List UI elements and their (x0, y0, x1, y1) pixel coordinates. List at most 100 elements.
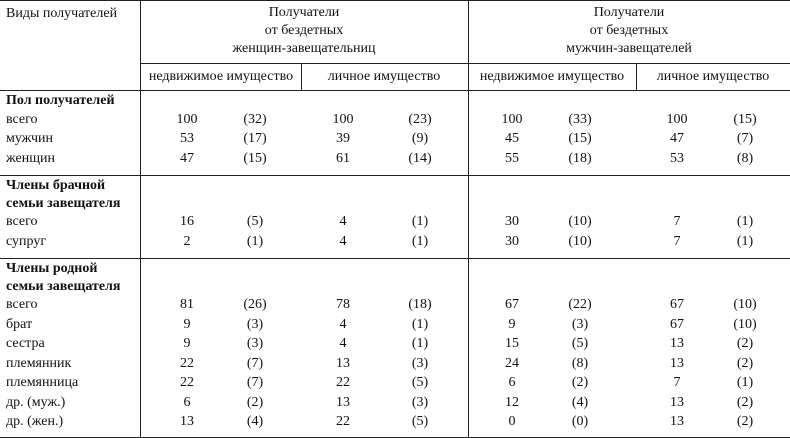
row-label: всего (6, 297, 38, 313)
cell: (5) (246, 214, 264, 230)
cell: (0) (571, 414, 589, 430)
row-label: сестра (6, 336, 45, 352)
cell: (4) (571, 394, 589, 410)
cell: (2) (736, 394, 754, 410)
rule (0, 257, 790, 259)
rule (140, 0, 141, 438)
cell: (1) (411, 316, 429, 332)
cell: (3) (246, 316, 264, 332)
group-title: Получатели (268, 5, 340, 20)
cell: 39 (336, 131, 350, 147)
cell: (15) (243, 150, 267, 166)
cell: 13 (670, 394, 684, 410)
rule (0, 0, 790, 1)
rule (636, 63, 637, 90)
cell: (5) (411, 414, 429, 430)
group-title: женщин-завещательниц (232, 41, 376, 56)
rule (468, 0, 469, 438)
cell: (2) (736, 414, 754, 430)
row-label: всего (6, 214, 38, 230)
cell: 100 (176, 111, 198, 127)
cell: (2) (571, 375, 589, 391)
subheader: личное имущество (327, 69, 441, 84)
cell: 13 (336, 394, 350, 410)
cell: 67 (670, 316, 684, 332)
section-title: Пол получателей (6, 93, 115, 108)
cell: 9 (508, 316, 516, 332)
cell: (2) (246, 394, 264, 410)
cell: 30 (505, 233, 519, 249)
cell: (1) (736, 233, 754, 249)
cell: (5) (571, 336, 589, 352)
cell: 81 (180, 297, 194, 313)
row-label: племянник (6, 355, 72, 371)
cell: 6 (183, 394, 191, 410)
section-title: Члены брачной (6, 177, 106, 193)
cell: (1) (411, 214, 429, 230)
cell: 6 (508, 375, 516, 391)
cell: 9 (183, 316, 191, 332)
cell: 4 (339, 233, 347, 249)
cell: 78 (336, 297, 350, 313)
cell: (10) (733, 316, 757, 332)
cell: 67 (505, 297, 519, 313)
cell: 0 (508, 414, 516, 430)
rule (140, 63, 790, 64)
cell: (2) (736, 355, 754, 371)
cell: (10) (568, 214, 592, 230)
rule (0, 174, 790, 176)
cell: (1) (411, 233, 429, 249)
cell: (1) (736, 214, 754, 230)
cell: (4) (246, 414, 264, 430)
cell: 13 (670, 355, 684, 371)
row-label: мужчин (6, 131, 54, 147)
cell: 13 (670, 336, 684, 352)
cell: 100 (332, 111, 354, 127)
cell: 2 (183, 233, 191, 249)
cell: (18) (408, 297, 432, 313)
group-title: Получатели (593, 5, 665, 20)
group-title: от бездетных (589, 23, 669, 38)
cell: (2) (736, 336, 754, 352)
cell: 45 (505, 131, 519, 147)
cell: 13 (336, 355, 350, 371)
cell: (7) (246, 375, 264, 391)
cell: 30 (505, 214, 519, 230)
cell: (22) (568, 297, 592, 313)
row-label: др. (муж.) (6, 394, 66, 410)
cell: 55 (505, 150, 519, 166)
cell: 4 (339, 316, 347, 332)
cell: (17) (243, 131, 267, 147)
cell: 100 (666, 111, 688, 127)
row-label: женщин (6, 150, 55, 166)
cell: 22 (336, 414, 350, 430)
cell: (3) (571, 316, 589, 332)
cell: 67 (670, 297, 684, 313)
cell: (7) (736, 131, 754, 147)
cell: 15 (505, 336, 519, 352)
cell: (33) (568, 111, 592, 127)
cell: 24 (505, 355, 519, 371)
cell: 22 (180, 375, 194, 391)
cell: (1) (411, 336, 429, 352)
cell: 4 (339, 336, 347, 352)
group-title: от бездетных (264, 23, 344, 38)
cell: (15) (733, 111, 757, 127)
cell: 7 (673, 214, 681, 230)
cell: 47 (180, 150, 194, 166)
cell: (10) (568, 233, 592, 249)
cell: 9 (183, 336, 191, 352)
cell: (3) (411, 394, 429, 410)
cell: 7 (673, 233, 681, 249)
row-label: др. (жен.) (6, 414, 64, 430)
section-title: семьи завещателя (6, 195, 121, 211)
section-title: Члены родной (6, 260, 98, 276)
cell: (1) (736, 375, 754, 391)
cell: 13 (670, 414, 684, 430)
cell: 53 (670, 150, 684, 166)
section-title: семьи завещателя (6, 278, 121, 294)
cell: 13 (180, 414, 194, 430)
cell: (23) (408, 111, 432, 127)
cell: (3) (246, 336, 264, 352)
